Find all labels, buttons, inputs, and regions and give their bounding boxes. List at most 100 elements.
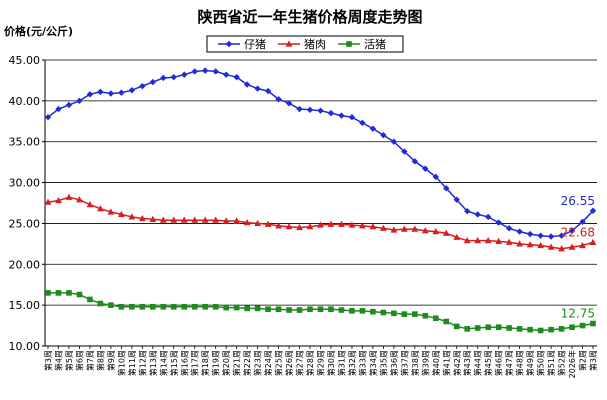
data-point [327, 109, 335, 117]
x-tick-label: 第30周 [326, 350, 336, 376]
series-group [44, 67, 597, 334]
series-line-0 [47, 69, 594, 238]
data-point [390, 138, 398, 145]
x-tick-label: 第6周 [74, 350, 84, 371]
x-tick-label: 第35周 [378, 350, 388, 376]
data-point [44, 198, 52, 205]
y-tick-label: 15.00 [9, 299, 41, 312]
data-point [526, 230, 534, 238]
data-point [233, 304, 240, 311]
data-point [590, 320, 596, 327]
data-point [495, 237, 503, 245]
x-tick-label: 第15周 [169, 350, 179, 376]
x-tick-label: 第5周 [64, 350, 74, 371]
x-tick-label: 第33周 [357, 350, 367, 376]
chart-title: 陕西省近一年生猪价格周度走势图 [197, 8, 422, 26]
data-point [569, 324, 575, 331]
data-point [547, 243, 555, 250]
data-point [463, 236, 471, 244]
data-point [537, 327, 544, 334]
y-tick-label: 10.00 [9, 340, 41, 353]
x-tick-label: 第36周 [389, 350, 399, 376]
data-point [537, 241, 544, 249]
legend-label: 猪肉 [304, 38, 326, 51]
data-point [275, 306, 282, 313]
data-point [453, 233, 461, 240]
x-tick-label: 第46周 [494, 350, 504, 376]
x-tick-label: 第27周 [295, 350, 305, 376]
data-point [275, 222, 282, 229]
data-point [411, 158, 419, 165]
data-point [474, 236, 482, 244]
x-tick-label: 第16周 [179, 350, 189, 376]
data-point [338, 307, 345, 313]
data-point [170, 216, 178, 223]
x-tick-label: 第25周 [274, 350, 284, 376]
data-point [485, 324, 491, 331]
data-point [296, 307, 303, 313]
data-point [254, 219, 262, 227]
data-point [422, 312, 429, 319]
x-tick-label: 第39周 [420, 350, 430, 376]
x-tick-label: 第13周 [148, 350, 158, 376]
data-point [233, 73, 240, 81]
data-point [243, 81, 251, 88]
data-point [86, 91, 94, 98]
axes [44, 60, 597, 347]
x-tick-label: 第3周 [43, 350, 53, 371]
data-point [129, 303, 135, 310]
data-point [160, 303, 167, 310]
x-tick-label: 第52周 [557, 350, 567, 376]
data-point [150, 303, 156, 310]
data-point [191, 216, 199, 223]
data-point [464, 326, 471, 332]
data-point [244, 305, 250, 312]
data-point [328, 306, 334, 313]
data-point [558, 232, 565, 239]
y-tick-label: 25.00 [9, 217, 41, 230]
data-point [107, 90, 115, 97]
data-point [548, 326, 554, 333]
data-point [317, 306, 324, 313]
data-point [212, 68, 219, 75]
data-point [359, 119, 366, 127]
data-point [275, 96, 282, 103]
data-point [348, 221, 356, 228]
data-point [128, 87, 136, 94]
x-tick-label: 第51周 [546, 350, 556, 376]
data-point [76, 291, 83, 298]
data-point [149, 78, 157, 86]
x-tick-label: 第4周 [53, 350, 63, 371]
data-point [108, 302, 114, 308]
data-point [421, 227, 429, 234]
data-point [139, 303, 146, 310]
data-point [222, 71, 230, 78]
end-value-label: 26.55 [561, 194, 595, 208]
data-point [202, 67, 209, 74]
data-point [589, 238, 597, 245]
data-point [484, 213, 492, 221]
x-tick-label: 第42周 [452, 350, 462, 376]
data-point [380, 309, 387, 316]
data-point [589, 207, 597, 214]
x-tick-label: 第48周 [515, 350, 525, 376]
data-point [568, 243, 576, 250]
data-point [44, 114, 52, 121]
data-point [369, 125, 377, 132]
data-point [233, 217, 241, 224]
data-point [516, 228, 523, 235]
data-point [401, 311, 408, 317]
data-point [202, 303, 209, 310]
data-point [327, 220, 335, 227]
data-point [296, 223, 303, 231]
x-tick-label: 第49周 [525, 350, 535, 376]
x-tick-label: 第26周 [284, 350, 294, 376]
data-point [443, 318, 450, 325]
data-point [349, 308, 355, 314]
x-tick-label: 第3周 [588, 350, 598, 371]
data-point [443, 185, 450, 192]
data-point [212, 216, 220, 223]
data-point [97, 88, 104, 96]
data-point [317, 107, 324, 114]
x-tick-label: 第9周 [106, 350, 116, 371]
